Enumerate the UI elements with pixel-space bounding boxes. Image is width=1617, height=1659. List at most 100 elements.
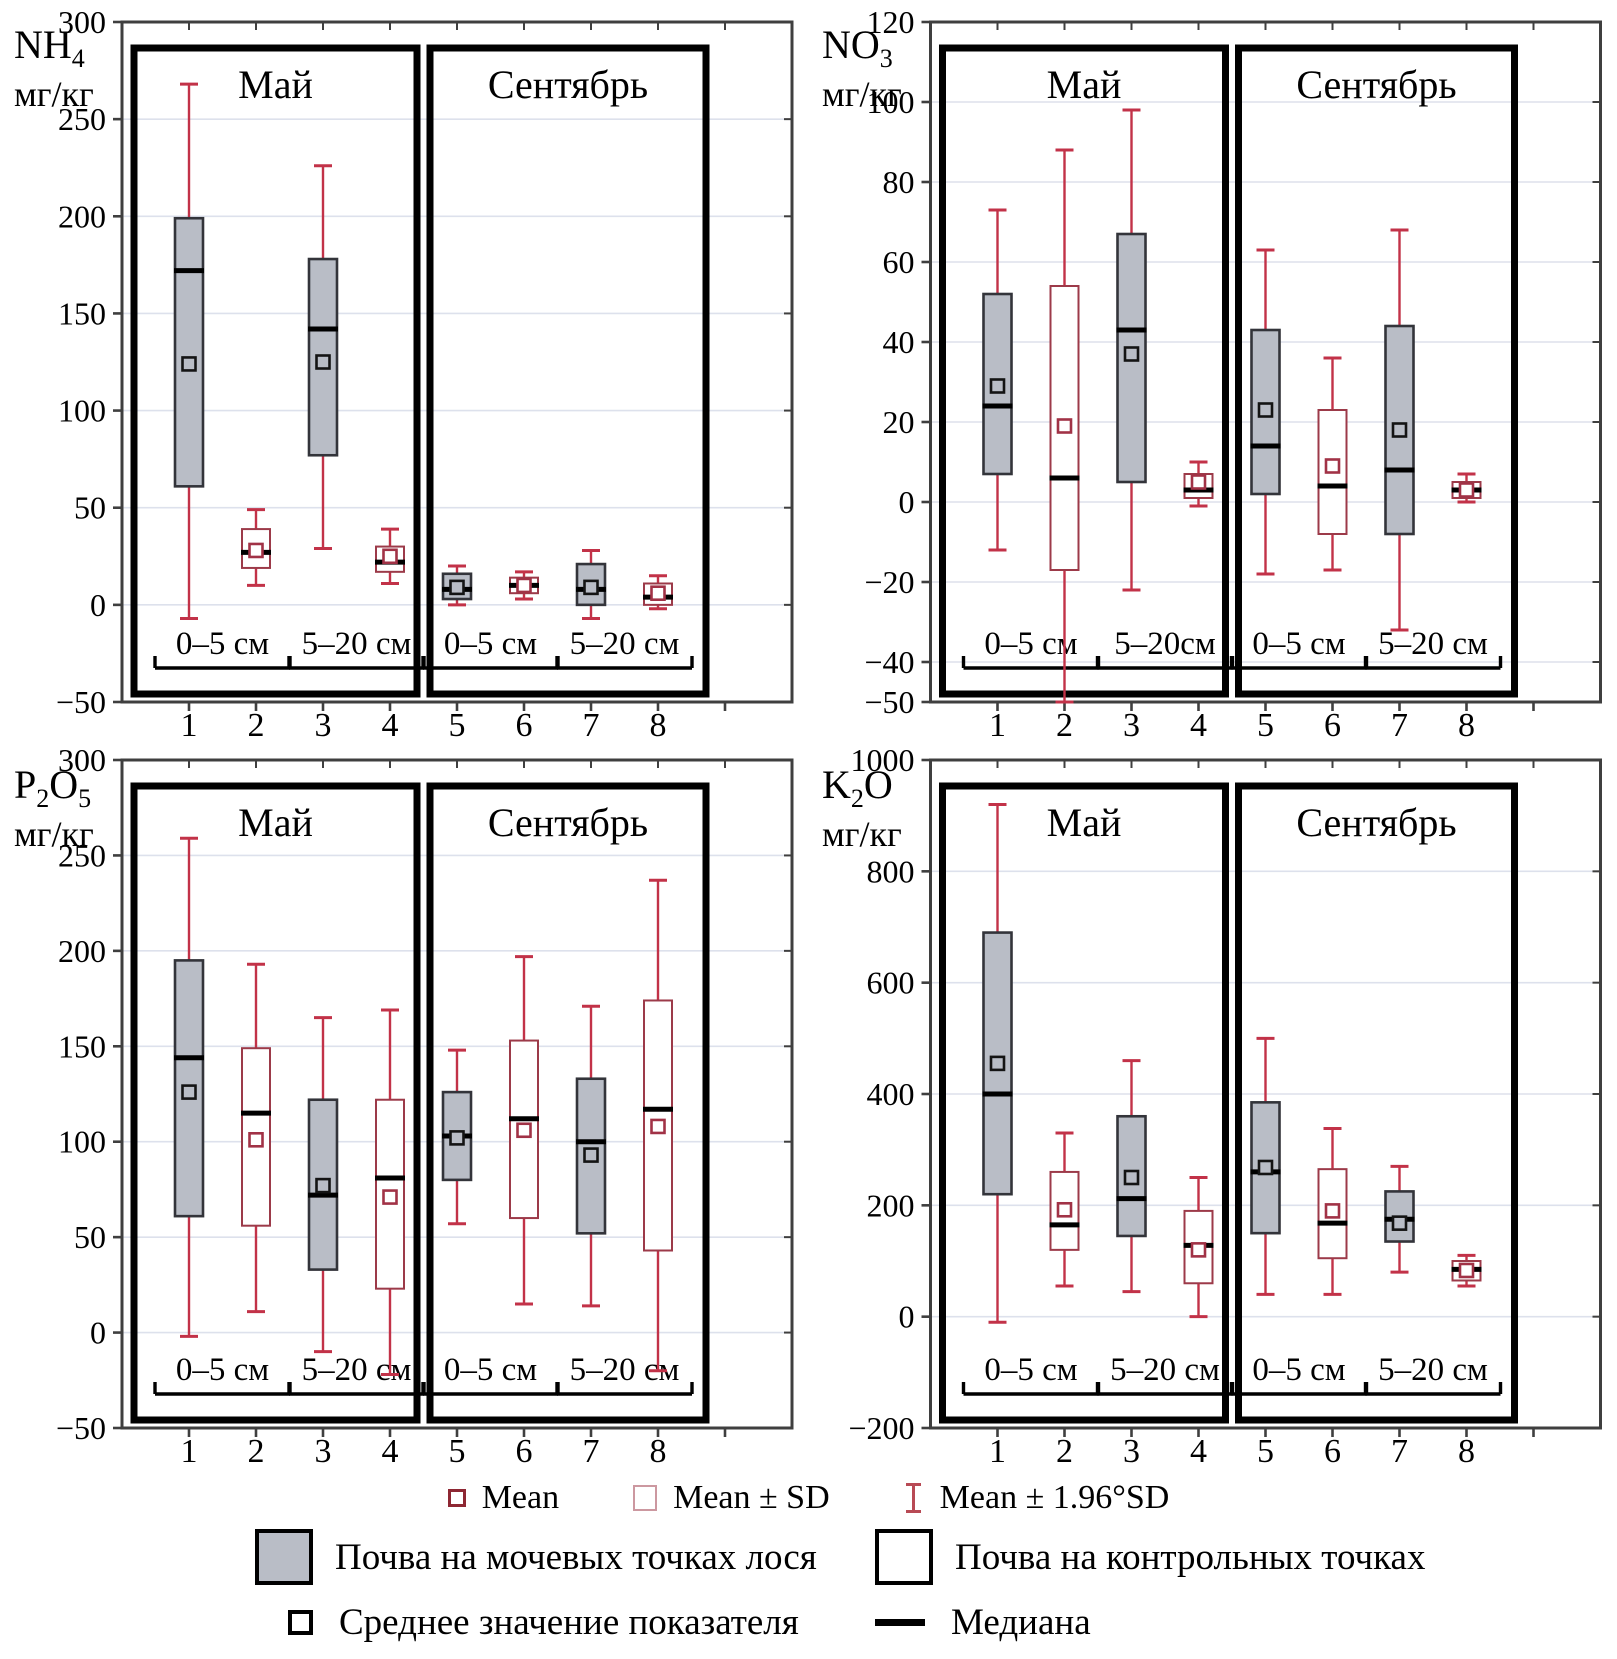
y-tick-label: 400 bbox=[867, 1076, 915, 1112]
month-title-may: Май bbox=[238, 62, 313, 107]
box-2 bbox=[241, 962, 271, 1314]
box-2 bbox=[1049, 148, 1080, 704]
legend-item-mean: Mean bbox=[447, 1479, 559, 1517]
depth-bracket: 0–5 см bbox=[1229, 626, 1369, 670]
median-line-icon bbox=[875, 1619, 925, 1626]
legend-stats-row: Mean Mean ± SD Mean ± 1.96°SD bbox=[0, 1479, 1617, 1517]
mean-marker bbox=[1391, 1215, 1408, 1231]
x-tick-label: 8 bbox=[650, 1433, 667, 1465]
mean-marker-label: Среднее значение показателя bbox=[339, 1602, 799, 1643]
x-tick-label: 2 bbox=[1056, 707, 1073, 740]
mean-marker bbox=[181, 1084, 197, 1100]
depth-bracket: 5–20 см bbox=[555, 626, 694, 670]
y-tick-label: 0 bbox=[90, 587, 106, 623]
depth-bracket: 5–20 см bbox=[287, 1352, 426, 1396]
box-7 bbox=[575, 1004, 607, 1308]
y-tick-label: 80 bbox=[883, 164, 915, 200]
x-tick-label: 3 bbox=[315, 1433, 332, 1465]
y-tick-label: 150 bbox=[58, 1028, 106, 1064]
y-tick-label: 40 bbox=[883, 324, 915, 360]
x-tick-label: 3 bbox=[1123, 1433, 1140, 1465]
depth-bracket: 5–20см bbox=[1095, 626, 1235, 670]
moose-soil-swatch bbox=[255, 1529, 313, 1585]
nutrient-formula: K2O bbox=[822, 762, 893, 813]
box-rect bbox=[982, 292, 1013, 476]
unit-label: мг/кг bbox=[14, 73, 94, 114]
no3-boxplot: 120 100 80 60 40 20 0 −20 −40 −50 Май Сентябрь 0–5 с… bbox=[864, 4, 1602, 740]
depth-bracket-label: 0–5 см bbox=[444, 626, 537, 662]
x-tick-label: 4 bbox=[382, 1433, 399, 1465]
legend-mean-196sd-label: Mean ± 1.96°SD bbox=[939, 1479, 1170, 1516]
y-tick-label: 100 bbox=[58, 1124, 106, 1160]
box-7 bbox=[1384, 1164, 1415, 1274]
y-tick-label: −50 bbox=[56, 684, 106, 720]
legend-item-median: Медиана bbox=[875, 1601, 1617, 1644]
depth-bracket: 0–5 см bbox=[961, 1352, 1101, 1396]
panel-k2o: K2O мг/кг 1000 800 600 400 200 0 −200 Май Сентябр… bbox=[808, 740, 1617, 1465]
mean-marker bbox=[382, 548, 398, 565]
box-6 bbox=[1317, 356, 1348, 572]
depth-bracket: 0–5 см bbox=[421, 626, 560, 670]
box-5 bbox=[441, 1048, 473, 1226]
box-2 bbox=[241, 508, 271, 587]
x-tick-label: 2 bbox=[1056, 1433, 1073, 1465]
y-tick-label: 1000 bbox=[851, 742, 915, 778]
y-tick-labels: 120 100 80 60 40 20 0 −20 −40 −50 bbox=[864, 4, 914, 720]
depth-bracket: 5–20 см bbox=[1363, 1352, 1503, 1396]
x-tick-label: 8 bbox=[1458, 1433, 1475, 1465]
x-tick-label: 7 bbox=[583, 707, 600, 740]
x-tick-label: 7 bbox=[1391, 707, 1408, 740]
frame-may bbox=[939, 44, 1229, 698]
x-tick-labels: 1 2 3 4 5 6 7 8 bbox=[989, 1433, 1475, 1465]
mean-marker bbox=[1056, 1201, 1073, 1218]
depth-bracket-label: 0–5 см bbox=[176, 1352, 269, 1388]
mean-sd-square-icon bbox=[633, 1485, 658, 1511]
depth-bracket: 5–20 см bbox=[287, 626, 426, 670]
box-6 bbox=[1317, 1127, 1348, 1296]
x-tick-label: 4 bbox=[1190, 707, 1207, 740]
frame-may bbox=[130, 782, 421, 1424]
legend-item-mean-sd: Mean ± SD bbox=[633, 1479, 830, 1517]
mean-marker bbox=[315, 354, 331, 370]
month-title-september: Сентябрь bbox=[1296, 800, 1456, 845]
mean-marker bbox=[248, 1132, 264, 1148]
depth-bracket-label: 5–20см bbox=[1114, 626, 1216, 662]
frame-may bbox=[939, 782, 1229, 1424]
mean-marker bbox=[248, 542, 264, 559]
p2o5-boxplot: 300 250 200 150 100 50 0 −50 Май Сентябрь 0–5 см 5–… bbox=[56, 742, 794, 1465]
y-axis-label-no3: NO3 мг/кг bbox=[822, 22, 952, 115]
depth-bracket: 5–20 см bbox=[555, 1352, 694, 1396]
depth-bracket: 0–5 см bbox=[421, 1352, 560, 1396]
box-1 bbox=[982, 803, 1013, 1324]
depth-bracket: 0–5 см bbox=[1229, 1352, 1369, 1396]
frame-september bbox=[1235, 782, 1518, 1424]
mean-marker bbox=[1056, 418, 1073, 434]
frame-september bbox=[426, 782, 710, 1424]
mean-marker bbox=[382, 1189, 398, 1205]
mean-marker bbox=[1190, 474, 1207, 490]
mean-marker bbox=[1123, 346, 1140, 362]
x-tick-labels: 1 2 3 4 5 6 7 8 bbox=[181, 1433, 667, 1465]
mean-marker bbox=[516, 1122, 532, 1139]
mean-marker bbox=[516, 577, 532, 594]
nutrient-formula: NO3 bbox=[822, 22, 893, 73]
axis-ticks bbox=[113, 20, 792, 711]
month-title-september: Сентябрь bbox=[1296, 62, 1456, 107]
y-tick-label: 0 bbox=[899, 484, 915, 520]
x-tick-label: 7 bbox=[1391, 1433, 1408, 1465]
box-3 bbox=[307, 1016, 339, 1354]
control-soil-swatch bbox=[875, 1529, 933, 1585]
legend-series-row: Почва на мочевых точках лося Почва на ко… bbox=[0, 1529, 1617, 1585]
y-tick-label: 800 bbox=[867, 853, 915, 889]
unit-label: мг/кг bbox=[822, 813, 902, 854]
mean-marker bbox=[315, 1177, 331, 1194]
gridlines bbox=[930, 870, 1601, 1318]
y-tick-label: −20 bbox=[864, 564, 914, 600]
x-tick-label: 2 bbox=[248, 1433, 265, 1465]
depth-bracket: 0–5 см bbox=[961, 626, 1101, 670]
legend: Mean Mean ± SD Mean ± 1.96°SD Почва на м… bbox=[0, 1465, 1617, 1659]
mean-marker bbox=[1324, 458, 1341, 474]
mean-marker bbox=[650, 585, 666, 602]
box-rect bbox=[375, 1098, 405, 1290]
